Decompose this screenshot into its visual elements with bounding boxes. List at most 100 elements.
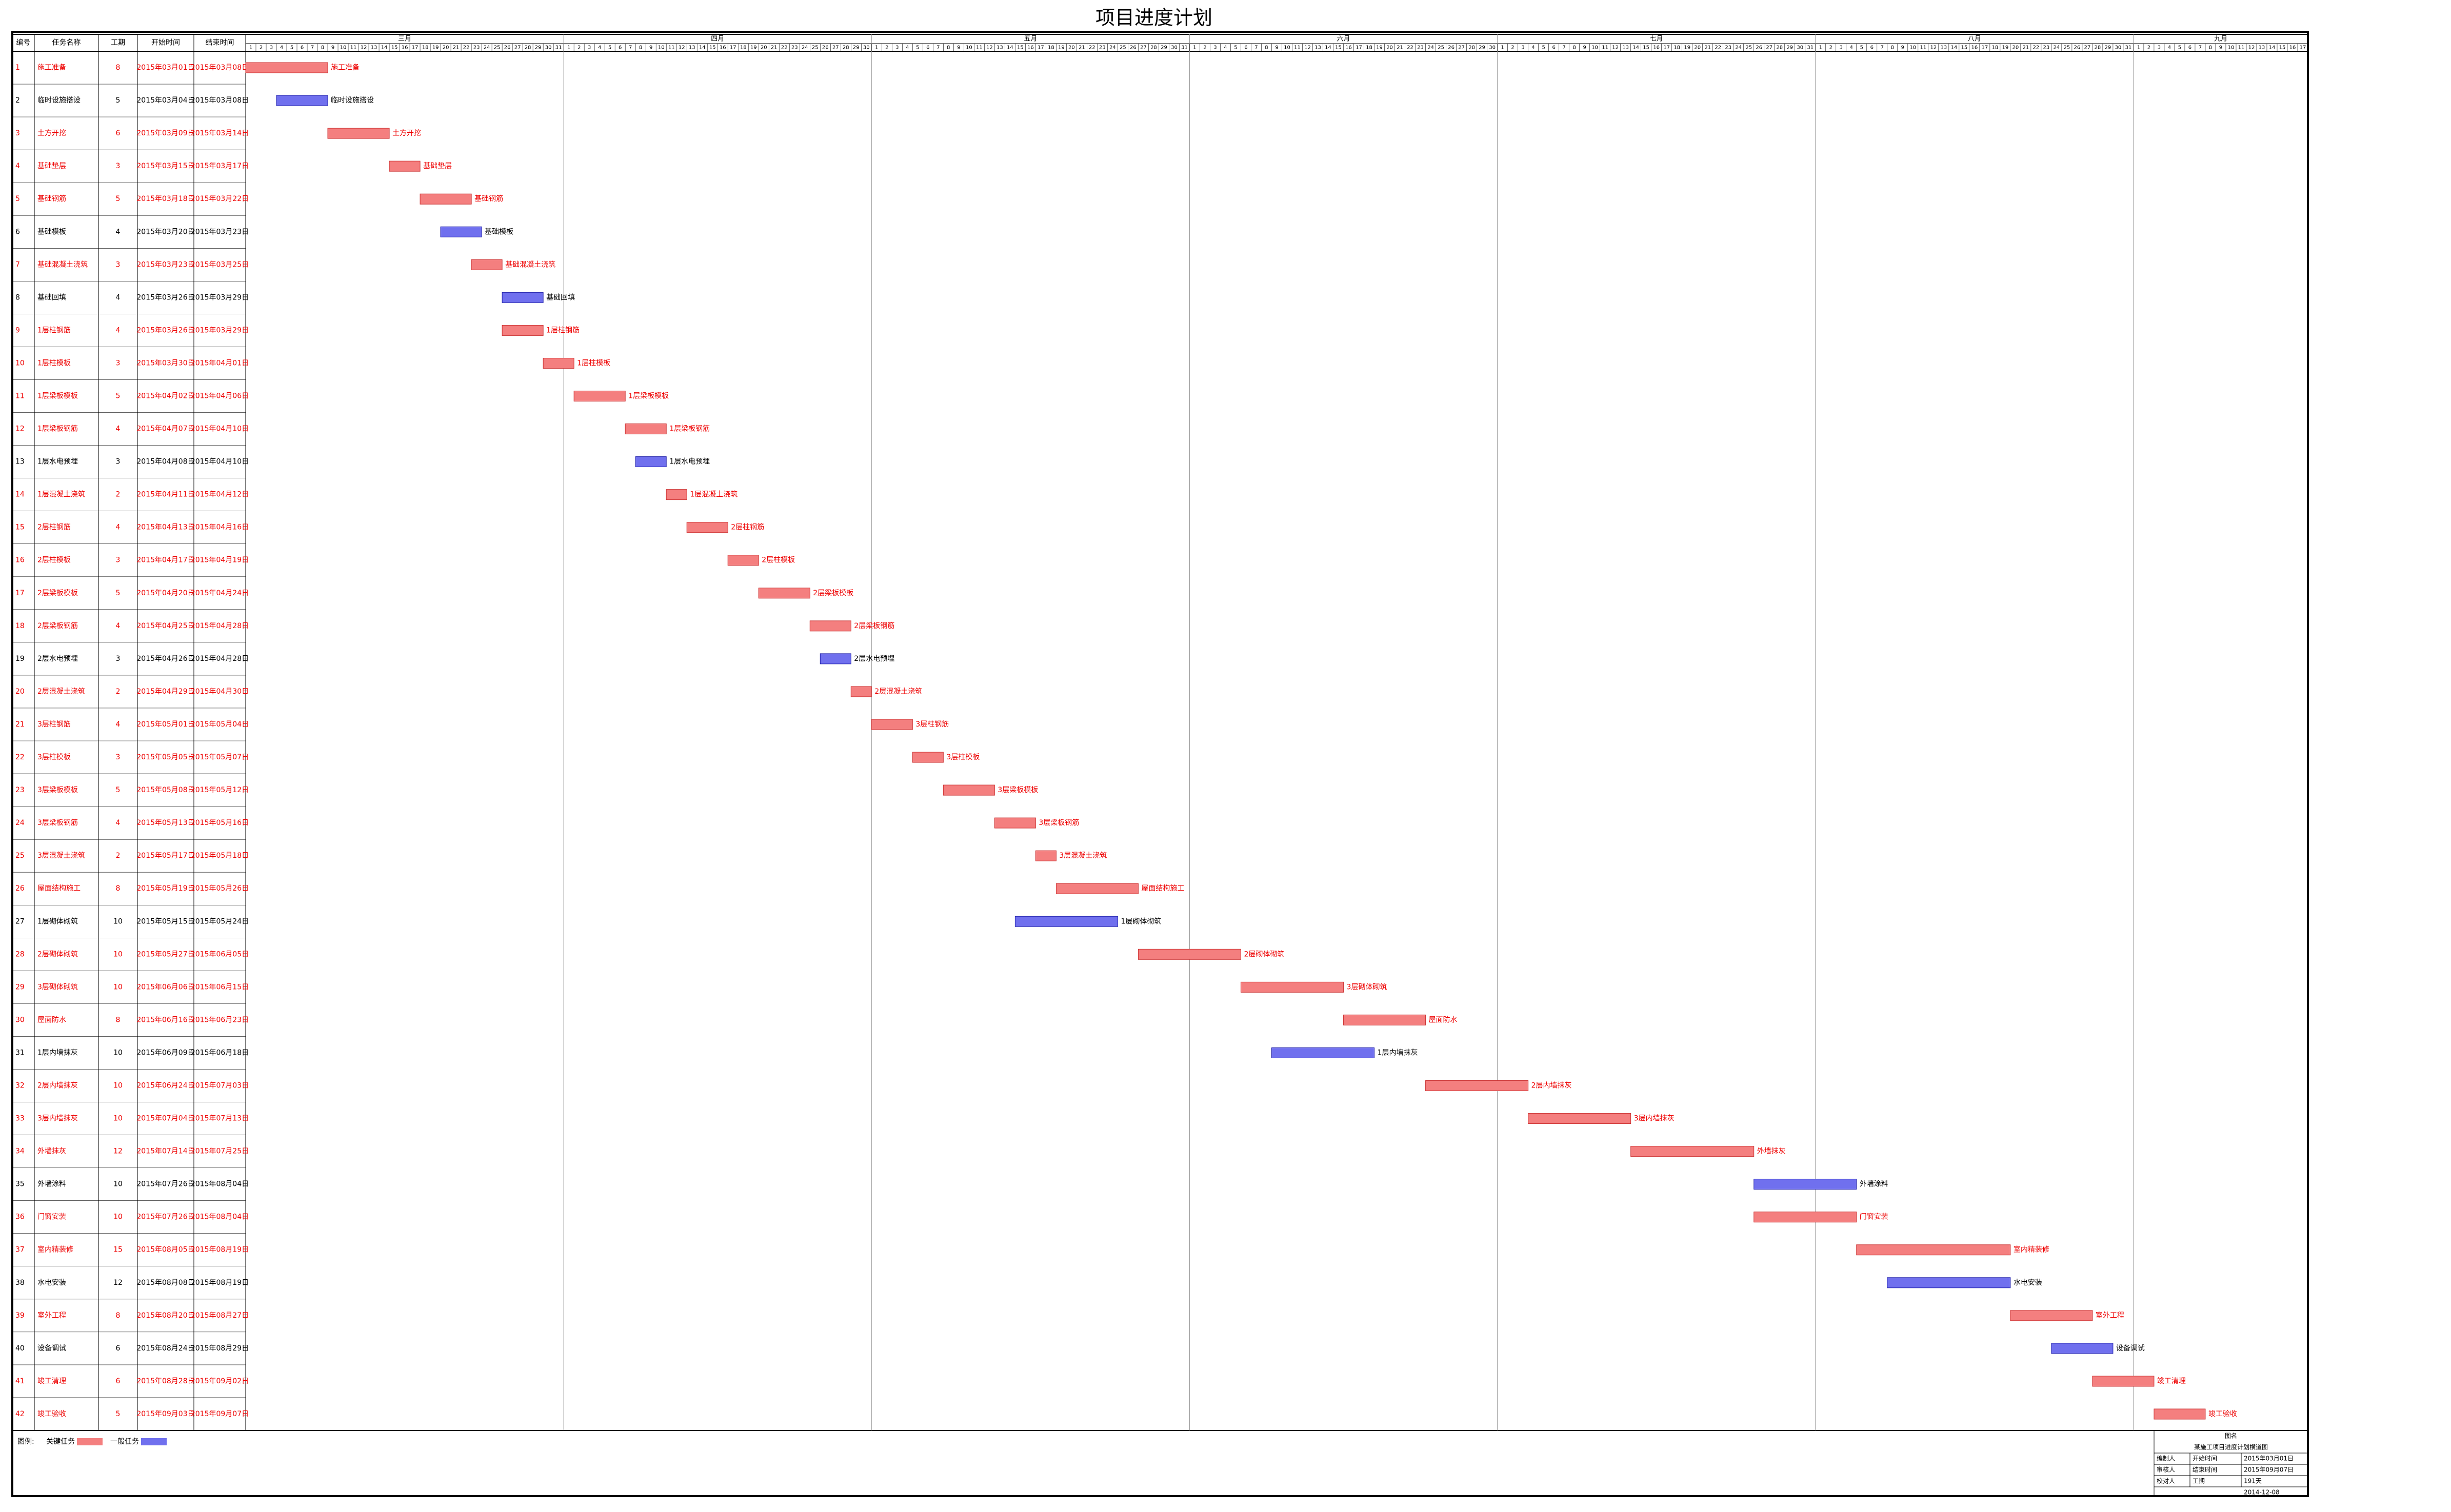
legend-swatch [141, 1438, 167, 1445]
cell-id: 1 [15, 64, 20, 72]
day-label: 12 [679, 45, 685, 51]
day-label: 26 [1130, 45, 1137, 51]
day-label: 11 [350, 45, 357, 51]
task-bar [871, 719, 913, 730]
cell-name: 1层柱钢筋 [37, 326, 71, 334]
day-label: 30 [863, 45, 870, 51]
day-label: 21 [771, 45, 778, 51]
cell-duration: 10 [113, 983, 123, 991]
cell-duration: 10 [113, 1213, 123, 1221]
day-label: 3 [270, 45, 273, 51]
day-label: 14 [381, 45, 388, 51]
cell-end: 2015年08月29日 [191, 1344, 249, 1353]
day-label: 6 [1244, 45, 1247, 51]
day-label: 26 [504, 45, 511, 51]
day-label: 14 [1950, 45, 1957, 51]
day-label: 5 [1234, 45, 1237, 51]
task-bar [850, 686, 872, 697]
day-label: 29 [2105, 45, 2111, 51]
cell-duration: 8 [116, 1312, 121, 1320]
cell-start: 2015年08月28日 [136, 1377, 194, 1385]
cell-end: 2015年04月01日 [191, 359, 249, 367]
day-label: 23 [791, 45, 798, 51]
day-label: 22 [781, 45, 788, 51]
cell-start: 2015年03月26日 [136, 326, 194, 334]
cell-start: 2015年06月24日 [136, 1082, 194, 1090]
info-label: 图名 [2225, 1432, 2237, 1440]
cell-end: 2015年09月07日 [191, 1410, 249, 1418]
bar-label: 3层砌体砌筑 [1347, 983, 1387, 991]
legend-label: 图例: [17, 1438, 34, 1446]
cell-id: 33 [15, 1115, 25, 1123]
cell-end: 2015年03月23日 [191, 228, 249, 236]
cell-name: 屋面防水 [37, 1016, 66, 1024]
cell-start: 2015年04月08日 [136, 458, 194, 466]
cell-duration: 2 [116, 688, 121, 696]
day-label: 11 [976, 45, 983, 51]
day-label: 9 [1275, 45, 1278, 51]
day-label: 4 [280, 45, 283, 51]
cell-start: 2015年08月20日 [136, 1312, 194, 1320]
day-label: 13 [1940, 45, 1947, 51]
day-label: 29 [1479, 45, 1485, 51]
day-label: 3 [1521, 45, 1524, 51]
task-bar [1856, 1244, 2011, 1256]
bar-label: 竣工清理 [2157, 1377, 2186, 1385]
task-bar [809, 620, 851, 632]
day-label: 4 [1531, 45, 1535, 51]
day-label: 13 [1314, 45, 1321, 51]
task-bar [276, 95, 328, 106]
cell-duration: 15 [113, 1246, 123, 1254]
day-label: 16 [1653, 45, 1660, 51]
day-label: 26 [1756, 45, 1762, 51]
cell-end: 2015年04月28日 [191, 655, 249, 663]
day-label: 7 [936, 45, 940, 51]
day-label: 1 [1193, 45, 1196, 51]
day-label: 1 [1501, 45, 1504, 51]
cell-start: 2015年05月13日 [136, 819, 194, 827]
day-label: 6 [619, 45, 622, 51]
task-bar [2051, 1343, 2114, 1354]
info-cell: 191天 [2244, 1478, 2262, 1485]
day-label: 9 [1901, 45, 1904, 51]
cell-duration: 5 [116, 96, 121, 105]
cell-name: 室外工程 [37, 1311, 66, 1320]
day-label: 6 [2188, 45, 2191, 51]
bar-label: 3层柱模板 [946, 753, 980, 761]
cell-id: 6 [15, 228, 20, 236]
day-label: 31 [555, 45, 562, 51]
bar-label: 施工准备 [331, 63, 360, 72]
cell-name: 屋面结构施工 [37, 884, 81, 893]
cell-end: 2015年06月15日 [191, 983, 249, 991]
cell-id: 31 [15, 1049, 25, 1057]
day-label: 20 [1386, 45, 1393, 51]
cell-name: 2层梁板钢筋 [37, 621, 78, 630]
cell-duration: 12 [113, 1147, 123, 1156]
day-label: 27 [1458, 45, 1465, 51]
day-label: 10 [1591, 45, 1598, 51]
day-label: 28 [1776, 45, 1783, 51]
day-label: 25 [1438, 45, 1444, 51]
cell-duration: 6 [116, 1377, 121, 1385]
task-bar [1240, 981, 1344, 993]
day-label: 9 [1583, 45, 1586, 51]
day-label: 10 [1909, 45, 1916, 51]
day-label: 20 [761, 45, 767, 51]
day-label: 11 [1602, 45, 1608, 51]
cell-id: 17 [15, 589, 25, 597]
cell-start: 2015年08月24日 [136, 1344, 194, 1353]
column-header: 结束时间 [206, 39, 234, 47]
day-label: 6 [1870, 45, 1874, 51]
bar-label: 基础混凝土浇筑 [505, 260, 555, 269]
cell-id: 4 [15, 162, 20, 170]
cell-duration: 10 [113, 1082, 123, 1090]
day-label: 1 [249, 45, 252, 51]
day-label: 1 [2137, 45, 2140, 51]
day-label: 28 [1150, 45, 1157, 51]
cell-name: 3层梁板钢筋 [37, 818, 78, 827]
day-label: 17 [1356, 45, 1362, 51]
day-label: 11 [1294, 45, 1301, 51]
day-label: 7 [2199, 45, 2202, 51]
cell-start: 2015年04月29日 [136, 688, 194, 696]
day-label: 29 [853, 45, 860, 51]
